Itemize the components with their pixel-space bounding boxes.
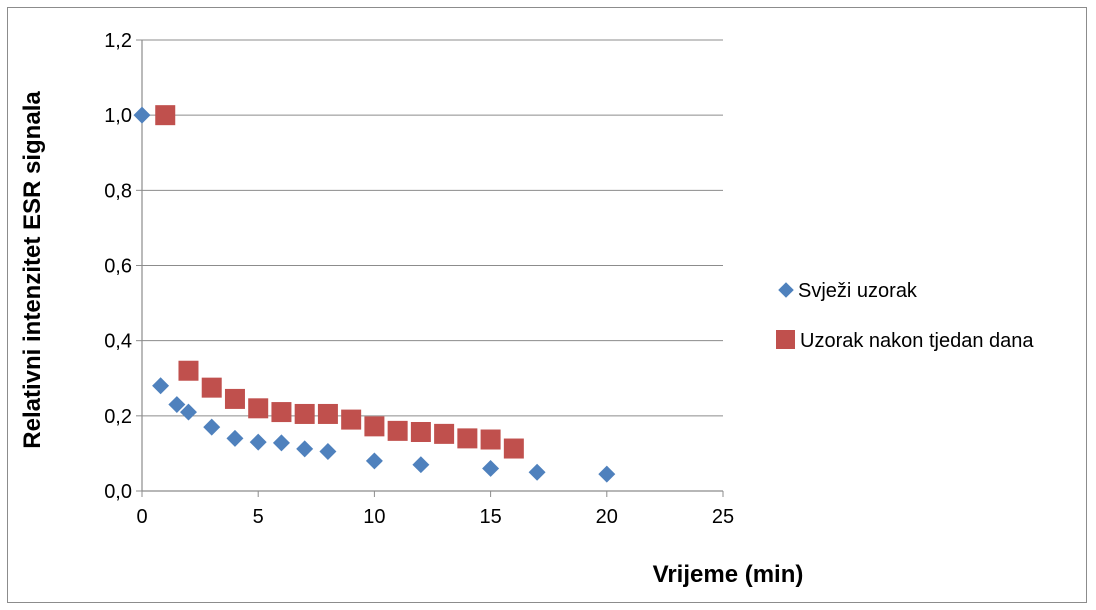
- data-point-diamond: [226, 429, 244, 447]
- legend-label-uzorak: Uzorak nakon tjedan dana: [800, 330, 1034, 352]
- y-tick-label: 1,0: [104, 105, 132, 127]
- x-axis-title: Vrijeme (min): [653, 561, 804, 588]
- y-tick-labels: 0,0 0,2 0,4 0,6 0,8 1,0 1,2: [104, 30, 142, 503]
- legend-item-uzorak: Uzorak nakon tjedan dana: [776, 330, 1034, 352]
- data-point-diamond: [319, 443, 337, 461]
- data-points: [133, 105, 616, 483]
- legend-item-svjezi: Svježi uzorak: [778, 280, 918, 302]
- data-point-square: [178, 360, 199, 381]
- x-tick-label: 10: [363, 506, 385, 528]
- data-point-square: [155, 105, 176, 126]
- data-point-square: [503, 438, 524, 459]
- legend: Svježi uzorak Uzorak nakon tjedan dana: [776, 280, 1034, 352]
- gridlines: [142, 39, 723, 417]
- data-point-diamond: [168, 396, 186, 414]
- x-tick-label: 25: [712, 506, 734, 528]
- y-tick-label: 0,0: [104, 481, 132, 503]
- data-point-diamond: [179, 403, 197, 421]
- legend-square-marker: [776, 330, 795, 349]
- chart-frame: [7, 7, 1087, 603]
- data-point-diamond: [133, 106, 151, 124]
- series-2: [155, 105, 524, 459]
- y-tick-label: 0,8: [104, 180, 132, 202]
- data-point-diamond: [296, 440, 314, 458]
- data-point-square: [248, 398, 269, 419]
- data-point-square: [224, 388, 245, 409]
- y-tick-label: 0,2: [104, 406, 132, 428]
- data-point-square: [434, 423, 455, 444]
- data-point-diamond: [249, 433, 267, 451]
- data-point-square: [271, 402, 292, 423]
- series-1: [133, 106, 616, 483]
- data-point-square: [294, 403, 315, 424]
- y-tick-label: 1,2: [104, 30, 132, 52]
- x-tick-label: 5: [253, 506, 264, 528]
- x-tick-label: 15: [479, 506, 501, 528]
- y-axis-title: Relativni intenzitet ESR signala: [19, 91, 46, 449]
- data-point-square: [317, 403, 338, 424]
- x-tick-labels: 0 5 10 15 20 25: [136, 491, 734, 528]
- data-point-diamond: [482, 459, 500, 477]
- data-point-square: [341, 409, 362, 430]
- data-point-square: [387, 420, 408, 441]
- data-point-square: [410, 421, 431, 442]
- data-point-square: [457, 428, 478, 449]
- data-point-diamond: [152, 377, 170, 395]
- data-point-square: [364, 416, 385, 437]
- data-point-square: [201, 377, 222, 398]
- data-point-diamond: [272, 434, 290, 452]
- data-point-diamond: [412, 456, 430, 474]
- legend-diamond-marker: [778, 282, 794, 298]
- data-point-square: [480, 429, 501, 450]
- data-point-diamond: [598, 465, 616, 483]
- x-tick-label: 20: [596, 506, 618, 528]
- legend-label-svjezi: Svježi uzorak: [798, 280, 918, 302]
- data-point-diamond: [203, 418, 221, 436]
- y-tick-label: 0,6: [104, 256, 132, 278]
- data-point-diamond: [365, 452, 383, 470]
- data-point-diamond: [528, 463, 546, 481]
- y-tick-label: 0,4: [104, 331, 132, 353]
- x-tick-label: 0: [136, 506, 147, 528]
